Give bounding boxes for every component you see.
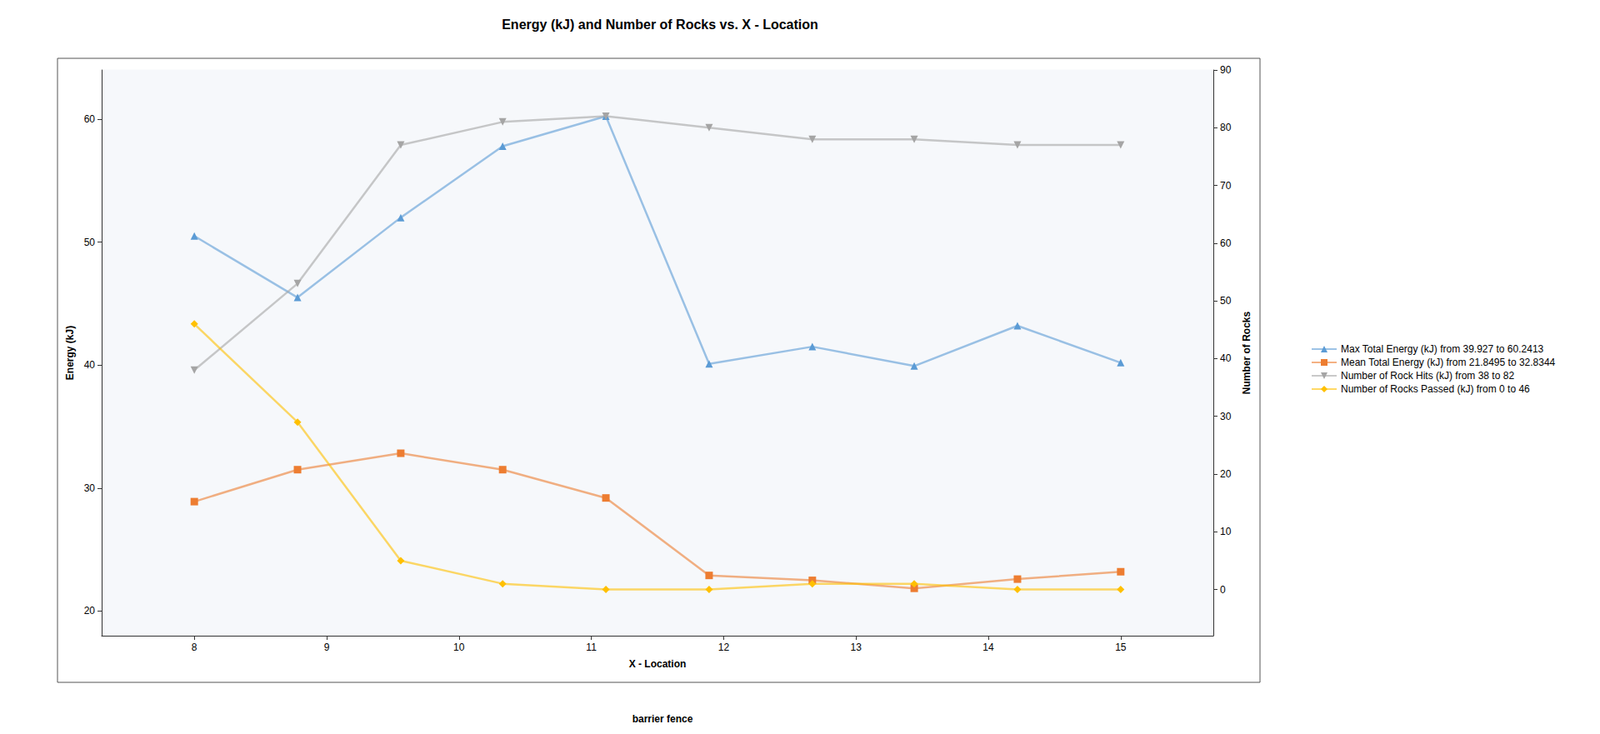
- svg-text:80: 80: [1220, 121, 1232, 134]
- svg-text:15: 15: [1115, 641, 1127, 654]
- svg-text:Number of Rocks: Number of Rocks: [1240, 311, 1253, 395]
- svg-text:70: 70: [1220, 180, 1232, 192]
- svg-text:10: 10: [453, 641, 465, 654]
- svg-text:40: 40: [84, 359, 96, 371]
- svg-text:12: 12: [718, 641, 730, 654]
- svg-text:60: 60: [84, 113, 96, 125]
- svg-text:60: 60: [1220, 237, 1232, 250]
- svg-text:30: 30: [1220, 410, 1232, 423]
- svg-text:8: 8: [191, 641, 198, 654]
- svg-text:Number of Rocks Passed (kJ) fr: Number of Rocks Passed (kJ) from 0 to 46: [1340, 383, 1530, 395]
- svg-text:barrier fence: barrier fence: [632, 713, 694, 725]
- svg-text:40: 40: [1220, 352, 1232, 365]
- svg-text:X - Location: X - Location: [629, 658, 687, 670]
- svg-text:0: 0: [1220, 584, 1226, 596]
- svg-text:13: 13: [850, 641, 863, 654]
- svg-text:90: 90: [1220, 64, 1232, 76]
- svg-text:9: 9: [324, 641, 330, 654]
- svg-text:14: 14: [982, 641, 995, 654]
- svg-text:Energy (kJ) and Number of Rock: Energy (kJ) and Number of Rocks vs. X - …: [501, 17, 819, 32]
- svg-text:11: 11: [585, 641, 597, 654]
- svg-text:10: 10: [1220, 525, 1232, 538]
- svg-text:50: 50: [1220, 295, 1232, 307]
- svg-text:Mean Total Energy (kJ) from 21: Mean Total Energy (kJ) from 21.8495 to 3…: [1340, 356, 1556, 369]
- svg-text:30: 30: [84, 482, 96, 495]
- svg-text:Number of Rock Hits (kJ) from: Number of Rock Hits (kJ) from 38 to 82: [1340, 370, 1515, 382]
- svg-text:Energy (kJ): Energy (kJ): [64, 325, 76, 380]
- svg-text:50: 50: [84, 236, 96, 249]
- svg-text:20: 20: [1220, 468, 1232, 480]
- svg-text:20: 20: [84, 605, 96, 617]
- svg-text:Max Total Energy (kJ) from 39.: Max Total Energy (kJ) from 39.927 to 60.…: [1340, 343, 1545, 355]
